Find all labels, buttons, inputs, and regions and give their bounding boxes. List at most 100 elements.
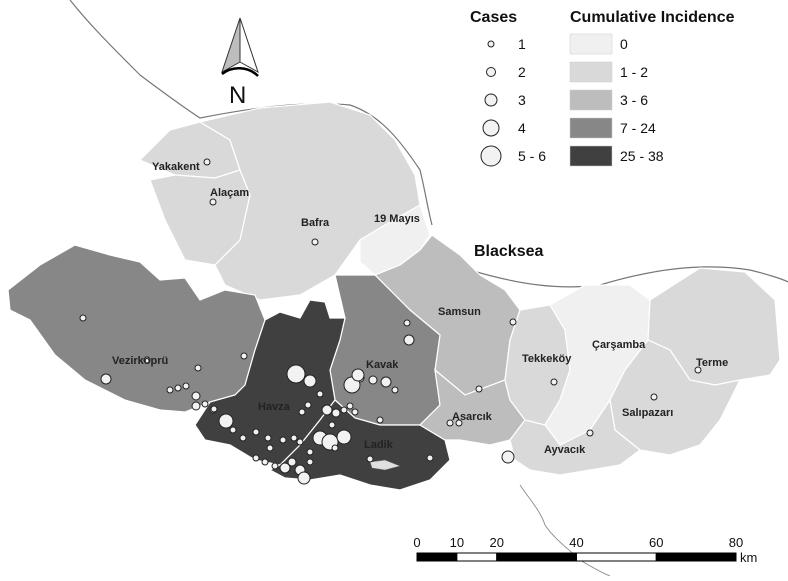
scale-bar-segment: [496, 552, 577, 562]
legend-case-circle: [480, 145, 502, 167]
legend-cases-items: 1 2 3 4 5 - 6: [480, 36, 546, 167]
case-circle: [351, 408, 359, 416]
case-circle: [201, 400, 209, 408]
case-circle: [306, 448, 314, 456]
case-circle: [79, 314, 87, 322]
legend-case-label: 4: [518, 120, 526, 136]
case-circle: [331, 444, 339, 452]
case-circle: [328, 421, 336, 429]
case-circle: [501, 450, 515, 464]
case-circle: [403, 334, 415, 346]
case-circle: [297, 471, 311, 485]
scale-bar-tick-label: 80: [729, 535, 743, 550]
case-circle: [426, 454, 434, 462]
lake: [369, 459, 401, 471]
legend-cases-title: Cases: [470, 9, 517, 26]
legend-incidence-swatch: [569, 61, 613, 83]
case-circle: [509, 318, 517, 326]
case-circle: [290, 434, 298, 442]
case-circle: [475, 385, 483, 393]
legend-incidence-title: Cumulative Incidence: [570, 9, 735, 26]
label-kavak: Kavak: [366, 359, 399, 371]
case-circle: [650, 393, 658, 401]
legend-case-item: 1: [487, 36, 526, 52]
legend-incidence-swatch: [569, 117, 613, 139]
legend-case-label: 2: [518, 64, 526, 80]
case-circle: [368, 375, 378, 385]
legend-case-item: 4: [482, 119, 526, 137]
north-arrow-icon: N: [221, 17, 259, 109]
case-circle: [182, 382, 190, 390]
legend-case-label: 5 - 6: [518, 148, 546, 164]
case-circle: [380, 376, 392, 388]
case-circle: [166, 386, 174, 394]
district-ayvacik: [509, 398, 641, 476]
case-circle: [366, 455, 374, 463]
scale-bar-tick-label: 0: [413, 535, 420, 550]
place-labels: Yakakent Alaçam Bafra 19 Mayıs Samsun Ve…: [112, 161, 728, 456]
case-circles: [79, 158, 702, 485]
label-havza: Havza: [258, 401, 291, 413]
legend-incidence-label: 3 - 6: [620, 92, 648, 108]
legend-case-label: 1: [518, 36, 526, 52]
sea-label: Blacksea: [474, 243, 543, 260]
legend-incidence-items: 0 1 - 2 3 - 6 7 - 24 25 - 38: [569, 33, 664, 167]
scale-bar-unit: km: [740, 550, 757, 565]
label-ayvacik: Ayvacık: [544, 444, 586, 456]
legend-case-circle: [487, 40, 495, 48]
case-circle: [191, 401, 201, 411]
scale-bar-segment: [655, 552, 737, 562]
scale-bar-tick-label: 10: [450, 535, 464, 550]
case-circle: [336, 429, 352, 445]
north-label: N: [229, 82, 246, 109]
case-circle: [229, 426, 237, 434]
legend-case-item: 2: [486, 64, 526, 80]
scale-bar-segment: [416, 552, 458, 562]
case-circle: [100, 373, 112, 385]
legend-incidence-label: 7 - 24: [620, 120, 656, 136]
legend-incidence-swatch: [569, 145, 613, 167]
legend-case-item: 3: [484, 92, 526, 108]
case-circle: [306, 458, 314, 466]
label-yakakent: Yakakent: [152, 161, 200, 173]
case-circle: [311, 238, 319, 246]
river-south: [519, 484, 611, 577]
legend-incidence-swatch: [569, 89, 613, 111]
case-circle: [321, 404, 333, 416]
case-circle: [287, 457, 297, 467]
case-circle: [264, 434, 272, 442]
case-circle: [203, 158, 211, 166]
case-circle: [316, 390, 324, 398]
case-circle: [210, 405, 218, 413]
legend-case-circle: [486, 67, 496, 77]
legend-incidence-item: 0: [569, 33, 628, 55]
case-circle: [143, 356, 151, 364]
coastline-east: [469, 266, 788, 288]
label-salipazari: Salıpazarı: [622, 407, 673, 419]
case-circle: [586, 429, 594, 437]
scale-bar-segment: [456, 552, 498, 562]
case-circle: [279, 436, 287, 444]
district-ladik: [268, 399, 451, 491]
legend-incidence-item: 3 - 6: [569, 89, 648, 111]
legend-case-circle: [484, 93, 498, 107]
case-circle: [331, 408, 341, 418]
scale-bar-tick-label: 20: [490, 535, 504, 550]
legend-incidence-label: 25 - 38: [620, 148, 664, 164]
case-circle: [286, 364, 306, 384]
label-terme: Terme: [696, 357, 728, 369]
district-asarcik: [419, 368, 526, 446]
legend-case-label: 3: [518, 92, 526, 108]
scale-bar-segment: [576, 552, 657, 562]
case-circle: [296, 438, 304, 446]
scale-bar-tick-label: 40: [569, 535, 583, 550]
label-carsamba: Çarşamba: [592, 339, 646, 351]
case-circle: [346, 402, 354, 410]
case-circle: [240, 352, 248, 360]
case-circle: [403, 319, 411, 327]
case-circle: [304, 401, 312, 409]
case-circle: [279, 462, 291, 474]
legend-case-circle: [482, 119, 500, 137]
